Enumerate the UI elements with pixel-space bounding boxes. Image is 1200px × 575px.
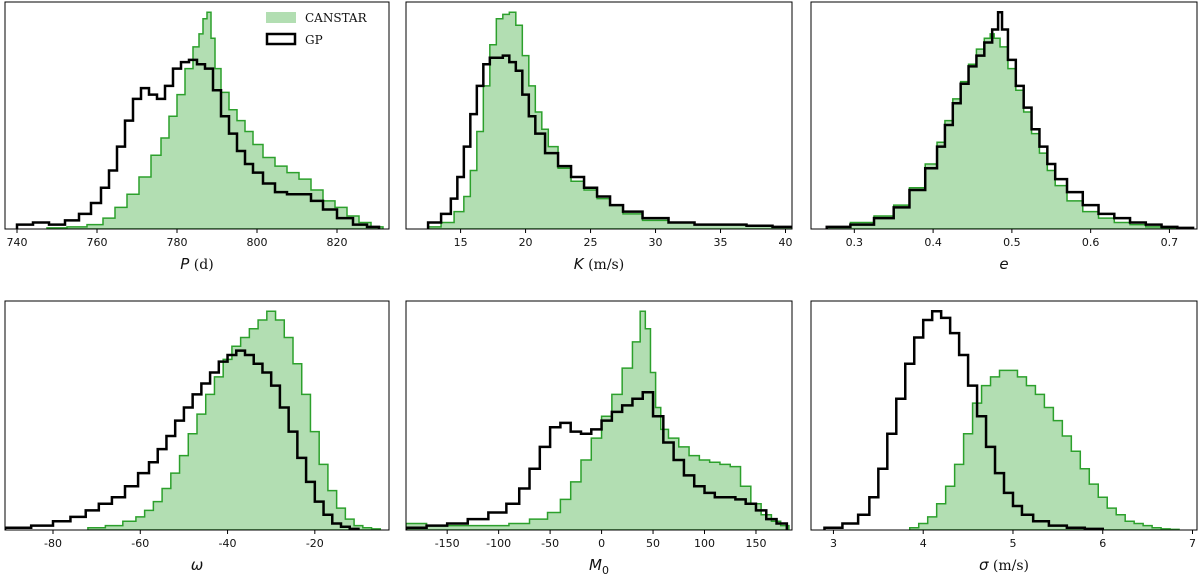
axes-frame <box>4 1 390 230</box>
x-tick-label: 780 <box>167 236 188 249</box>
axis-unit: (d) <box>189 257 213 273</box>
x-tick-label: 0.3 <box>846 236 864 249</box>
gp-histogram <box>15 58 381 229</box>
plot-area <box>15 11 384 229</box>
legend: CANSTAR GP <box>265 11 368 47</box>
x-tick-label: 4 <box>920 537 927 550</box>
axes-frame <box>810 1 1198 230</box>
histogram-panel-6: 3 4 5 6 7 σ (m/s) <box>810 300 1198 574</box>
histogram-panel-3: 0.3 0.4 0.5 0.6 0.7 e <box>810 1 1198 273</box>
histogram-panel-1: 740 760 780 800 820 P (d) <box>4 1 390 273</box>
axis-unit: (m/s) <box>988 558 1029 574</box>
x-tick-label: 25 <box>584 236 598 249</box>
x-tick-label: -80 <box>44 537 62 550</box>
plot-area <box>825 10 1195 229</box>
canstar-histogram <box>87 310 382 530</box>
x-tick-label: 760 <box>87 236 108 249</box>
x-tick-label: -50 <box>541 537 559 550</box>
x-tick-label: 30 <box>649 236 663 249</box>
x-axis-label: σ (m/s) <box>979 556 1029 574</box>
legend-swatch-gp <box>265 32 297 46</box>
axes-frame <box>4 300 390 531</box>
axis-symbol: K <box>574 255 585 273</box>
gp-histogram <box>426 54 792 229</box>
x-tick-label: -100 <box>486 537 511 550</box>
canstar-histogram <box>46 11 384 229</box>
axis-unit: (m/s) <box>584 257 625 273</box>
x-tick-label: 0.7 <box>1161 236 1179 249</box>
x-tick-label: 0.4 <box>924 236 942 249</box>
x-tick-label: -40 <box>219 537 237 550</box>
x-tick-label: 3 <box>830 537 837 550</box>
x-tick-label: -150 <box>435 537 460 550</box>
x-tick-label: 0.5 <box>1003 236 1021 249</box>
x-tick-label: 50 <box>646 537 660 550</box>
plot-area <box>406 310 790 530</box>
x-tick-label: 35 <box>714 236 728 249</box>
plot-area <box>823 310 1180 530</box>
x-axis-label: P (d) <box>180 255 213 273</box>
x-axis-label: M0 <box>589 556 609 575</box>
legend-label-canstar: CANSTAR <box>305 11 368 25</box>
canstar-histogram <box>826 33 1179 229</box>
axis-symbol: ω <box>191 556 204 574</box>
gp-histogram <box>5 349 360 530</box>
plot-area <box>5 310 382 530</box>
axis-symbol: σ <box>979 556 989 574</box>
x-tick-label: 0.6 <box>1082 236 1100 249</box>
legend-swatch-canstar <box>266 12 296 23</box>
axis-symbol-subscript: 0 <box>602 564 609 575</box>
x-tick-label: 800 <box>247 236 268 249</box>
legend-label-gp: GP <box>305 33 323 47</box>
x-tick-label: -20 <box>306 537 324 550</box>
canstar-histogram <box>908 369 1180 530</box>
x-axis-label: K (m/s) <box>574 255 624 273</box>
histogram-panel-2: 15 20 25 30 35 40 K (m/s) <box>405 1 793 273</box>
x-axis-label: ω <box>191 556 204 574</box>
gp-histogram <box>823 310 1104 530</box>
axes-frame <box>405 300 793 531</box>
axis-symbol: M <box>589 556 602 574</box>
gp-histogram <box>406 390 789 530</box>
x-tick-label: 740 <box>7 236 28 249</box>
x-tick-label: 100 <box>694 537 715 550</box>
canstar-histogram <box>427 11 792 229</box>
axes-frame <box>810 300 1198 531</box>
x-tick-label: 7 <box>1189 537 1196 550</box>
axes-frame <box>405 1 793 230</box>
x-tick-label: -60 <box>131 537 149 550</box>
gp-histogram <box>825 10 1195 229</box>
x-tick-label: 6 <box>1099 537 1106 550</box>
x-tick-label: 150 <box>745 537 766 550</box>
x-axis-label: e <box>999 255 1008 273</box>
axis-symbol: e <box>999 255 1008 273</box>
x-tick-label: 40 <box>779 236 793 249</box>
axis-symbol: P <box>180 255 190 273</box>
histogram-panel-4: -80 -60 -40 -20 ω <box>4 300 390 574</box>
plot-area <box>426 11 792 229</box>
x-tick-label: 5 <box>1009 537 1016 550</box>
x-tick-label: 15 <box>454 236 468 249</box>
x-tick-label: 820 <box>327 236 348 249</box>
x-tick-label: 20 <box>519 236 533 249</box>
x-tick-label: 0 <box>598 537 605 550</box>
